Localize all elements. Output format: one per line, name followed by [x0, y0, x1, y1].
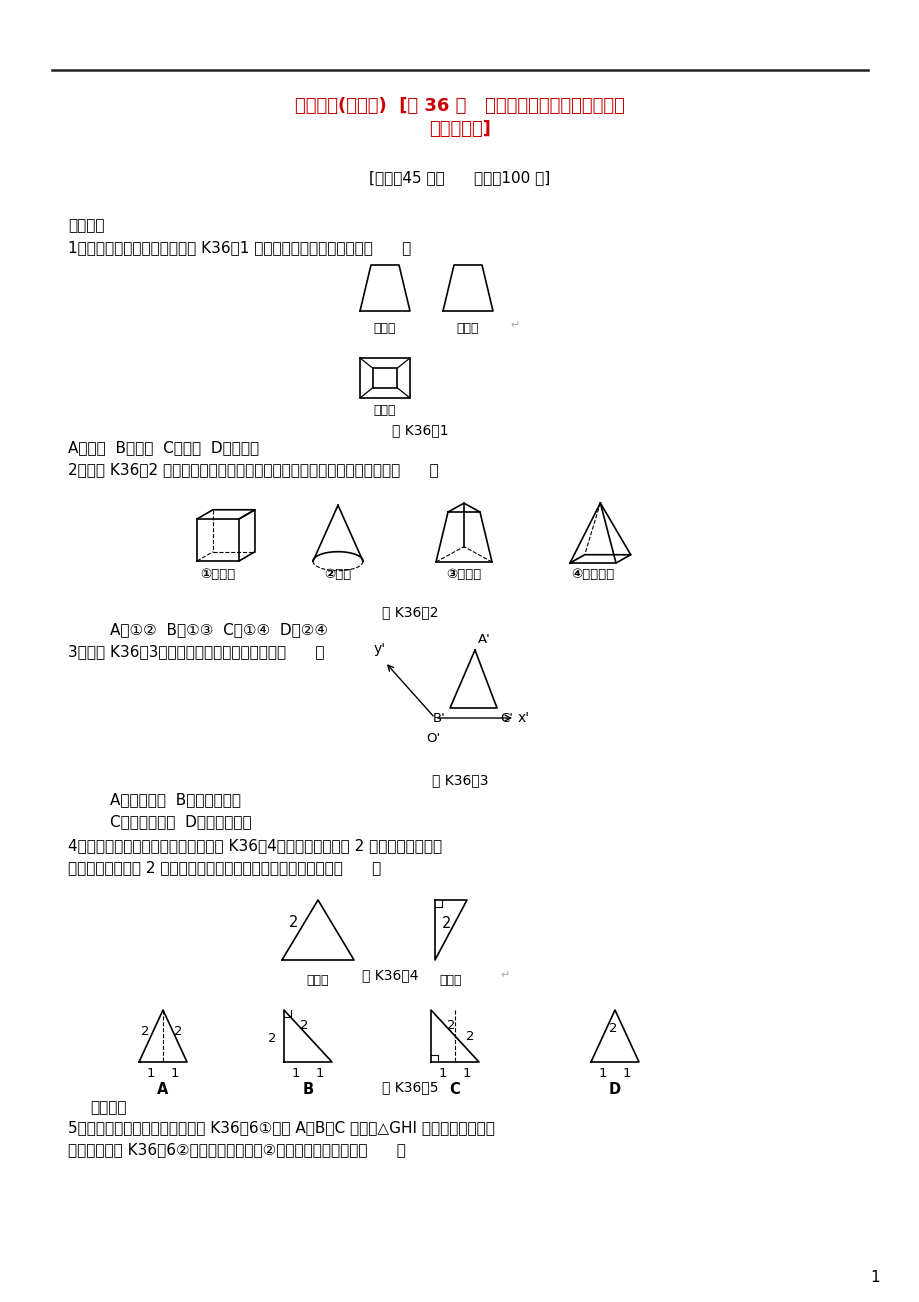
Text: 2: 2: [441, 917, 450, 931]
Text: C': C': [499, 712, 512, 725]
Text: 1: 1: [147, 1068, 155, 1079]
Text: 俯视图: 俯视图: [373, 404, 396, 417]
Text: A．①②  B．①③  C．①④  D．②④: A．①② B．①③ C．①④ D．②④: [110, 622, 328, 637]
Text: 2: 2: [300, 1019, 308, 1032]
Text: 1．有一个几何体的三视图如图 K36－1 所示，这个几何体应是一个（      ）: 1．有一个几何体的三视图如图 K36－1 所示，这个几何体应是一个（ ）: [68, 240, 411, 255]
Text: 图是有一直角边为 2 的直角三角形，则该三棱锥的主视图可能为（      ）: 图是有一直角边为 2 的直角三角形，则该三棱锥的主视图可能为（ ）: [68, 861, 380, 875]
Text: 1: 1: [622, 1068, 630, 1079]
Text: 图 K36－5: 图 K36－5: [381, 1079, 437, 1094]
Text: ④正四棱锥: ④正四棱锥: [571, 568, 614, 581]
Text: C: C: [449, 1082, 460, 1098]
Text: 图 K36－2: 图 K36－2: [381, 605, 437, 618]
Text: 2．如图 K36－2 所示几何体各自的三视图中，有且仅有两个视图相同的是（      ）: 2．如图 K36－2 所示几何体各自的三视图中，有且仅有两个视图相同的是（ ）: [68, 462, 438, 477]
Text: 1: 1: [869, 1269, 879, 1285]
Text: 2: 2: [267, 1032, 276, 1046]
Text: A: A: [157, 1082, 168, 1098]
Text: 课时作业(三十六)  [第 36 讲   空间几何体的结构特征及三视: 课时作业(三十六) [第 36 讲 空间几何体的结构特征及三视: [295, 98, 624, 115]
Text: 1: 1: [171, 1068, 179, 1079]
Text: A．棱台  B．棱锥  C．棱柱  D．都不对: A．棱台 B．棱锥 C．棱柱 D．都不对: [68, 440, 259, 454]
Text: 俯视图: 俯视图: [306, 974, 329, 987]
Text: 1: 1: [315, 1068, 323, 1079]
Text: ①正方体: ①正方体: [200, 568, 235, 581]
Text: ②圆锥: ②圆锥: [324, 568, 351, 581]
Text: 2: 2: [174, 1026, 182, 1038]
Text: 4．已知三棱锥的俯视图与左视图如图 K36－4，俯视图是边长为 2 的正三角形，左视: 4．已知三棱锥的俯视图与左视图如图 K36－4，俯视图是边长为 2 的正三角形，…: [68, 838, 442, 853]
Text: 2: 2: [141, 1026, 149, 1038]
Text: 的几何体如图 K36－6②，则该几何体按图②所示方向的左视图为（      ）: 的几何体如图 K36－6②，则该几何体按图②所示方向的左视图为（ ）: [68, 1142, 405, 1157]
Text: A': A': [478, 633, 490, 646]
Text: C．钝角三角形  D．直角三角形: C．钝角三角形 D．直角三角形: [110, 814, 252, 829]
Text: ↵: ↵: [499, 970, 509, 980]
Text: A．正三角形  B．锐角三角形: A．正三角形 B．锐角三角形: [110, 792, 241, 807]
Text: 2: 2: [608, 1022, 617, 1035]
Text: 主视图: 主视图: [373, 322, 396, 335]
Text: x': x': [517, 711, 529, 725]
Text: 1: 1: [598, 1068, 607, 1079]
Text: 基础热身: 基础热身: [68, 217, 105, 233]
Text: y': y': [373, 642, 386, 656]
Text: [时间：45 分钟      分值：100 分]: [时间：45 分钟 分值：100 分]: [369, 171, 550, 185]
Text: 2: 2: [289, 915, 299, 931]
Text: D: D: [608, 1082, 620, 1098]
Text: 1: 1: [462, 1068, 471, 1079]
Text: ↵: ↵: [509, 320, 519, 329]
Text: B': B': [433, 712, 446, 725]
Text: 2: 2: [465, 1030, 473, 1043]
Text: 左视图: 左视图: [439, 974, 461, 987]
Text: O': O': [425, 732, 439, 745]
Text: 图 K36－1: 图 K36－1: [391, 423, 448, 437]
Text: 能力提升: 能力提升: [90, 1100, 127, 1115]
Text: B: B: [302, 1082, 313, 1098]
Text: 图 K36－3: 图 K36－3: [431, 773, 488, 786]
Text: 2: 2: [447, 1019, 455, 1032]
Text: ③三棱台: ③三棱台: [446, 568, 482, 581]
Text: 图 K36－4: 图 K36－4: [361, 967, 418, 982]
Text: 左视图: 左视图: [456, 322, 479, 335]
Text: 1: 1: [291, 1068, 300, 1079]
Text: 3．如图 K36－3，直观图所表示的平面图形是（      ）: 3．如图 K36－3，直观图所表示的平面图形是（ ）: [68, 644, 324, 659]
Text: 5．将正三棱柱截去三个角（如图 K36－6①所示 A、B、C 分别是△GHI 三边的中点）得到: 5．将正三棱柱截去三个角（如图 K36－6①所示 A、B、C 分别是△GHI 三…: [68, 1120, 494, 1135]
Text: 1: 1: [438, 1068, 447, 1079]
Text: 图和直观图]: 图和直观图]: [428, 120, 491, 138]
